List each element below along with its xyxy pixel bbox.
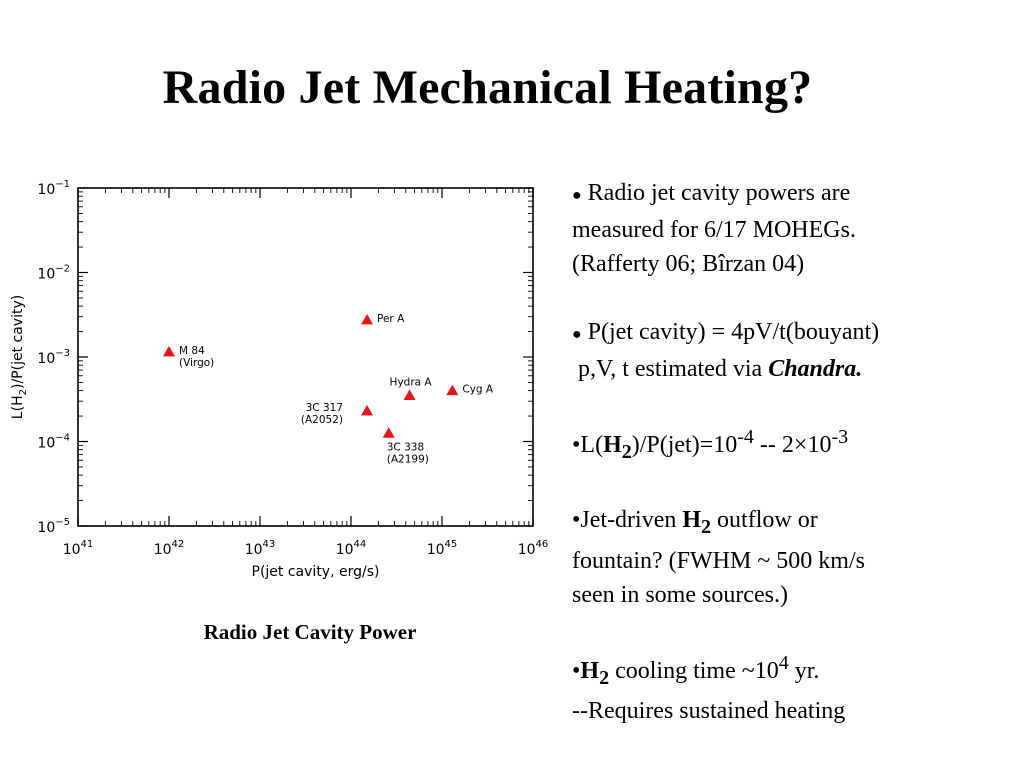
x-tick-label: 1046 bbox=[518, 539, 549, 558]
chandra-emphasis: Chandra. bbox=[768, 356, 863, 382]
bullet-text-line: fountain? (FWHM ~ 500 km/s bbox=[572, 547, 865, 574]
scatter-chart: 1041 1042 1043 1044 1045 1046 10−110−210−310−… bbox=[10, 179, 549, 580]
bullet-marker: • bbox=[572, 432, 581, 458]
bullet-marker: ● bbox=[572, 187, 582, 204]
plot-frame bbox=[77, 187, 534, 527]
data-point-marker bbox=[446, 384, 459, 396]
slide-title: Radio Jet Mechanical Heating? bbox=[162, 61, 813, 114]
x-axis-ticks: 1041 1042 1043 1044 1045 1046 bbox=[63, 188, 549, 558]
bullet-item-2: ● P(jet cavity) = 4pV/t(bouyant) bbox=[572, 315, 1012, 352]
x-tick-label: 1042 bbox=[154, 539, 185, 558]
data-point-marker bbox=[361, 313, 374, 325]
y-tick-label: 10−3 bbox=[37, 348, 70, 367]
bullet-text-line: measured for 6/17 MOHEGs. bbox=[572, 217, 856, 243]
bullet-text-line: p,V, t estimated via Chandra. bbox=[572, 352, 1012, 386]
bullet-text-line: --Requires sustained heating bbox=[572, 698, 846, 725]
data-point-sublabel: (A2052) bbox=[301, 414, 343, 426]
data-points: M 84(Virgo) Per A Hydra A Cyg A 3C 317(A2052… bbox=[163, 313, 494, 465]
x-axis-label: P(jet cavity, erg/s) bbox=[252, 564, 380, 580]
chart-caption: Radio Jet Cavity Power bbox=[203, 620, 417, 644]
bullet-item-3: •L(H2)/P(jet)=10-4 -- 2×10-3 bbox=[572, 420, 1012, 469]
bullet-marker: • bbox=[572, 657, 581, 684]
bullet-text: outflow or bbox=[711, 506, 818, 533]
x-tick-label: 1041 bbox=[63, 539, 94, 558]
bullet-text: Radio jet cavity powers are bbox=[587, 180, 851, 206]
data-point-label: Per A bbox=[377, 313, 405, 325]
data-point-marker bbox=[163, 345, 175, 357]
bullet-text: Jet-driven bbox=[580, 506, 683, 533]
bullet-marker: ● bbox=[572, 326, 582, 343]
exponent: 4 bbox=[778, 651, 789, 674]
bullet-text: p,V, t estimated via bbox=[578, 356, 769, 382]
y-axis-label: L(H2)/P(jet cavity) bbox=[10, 295, 29, 419]
y-tick-label: 10−4 bbox=[37, 433, 70, 452]
bullet-list: ● Radio jet cavity powers are measured f… bbox=[572, 176, 1012, 728]
bullet-text: )/P(jet)=10 bbox=[631, 432, 738, 458]
h2-subscript: 2 bbox=[621, 440, 632, 463]
bullet-item-5: •H2 cooling time ~104 yr. bbox=[572, 646, 1012, 695]
exponent: -3 bbox=[831, 426, 849, 448]
x-tick-label: 1043 bbox=[245, 539, 276, 558]
bullet-text: P(jet cavity) = 4pV/t(bouyant) bbox=[587, 319, 880, 345]
bullet-item-1: ● Radio jet cavity powers are bbox=[572, 176, 1012, 213]
bullet-text: -- 2×10 bbox=[753, 432, 832, 458]
data-point-sublabel: (A2199) bbox=[387, 453, 429, 465]
exponent: -4 bbox=[737, 426, 754, 448]
chart-axes bbox=[77, 187, 534, 527]
bullet-marker: • bbox=[572, 506, 581, 533]
data-point-marker bbox=[361, 404, 374, 416]
h2-subscript: 2 bbox=[701, 515, 712, 538]
h2-symbol: H bbox=[603, 432, 622, 458]
y-tick-label: 10−1 bbox=[37, 179, 70, 198]
data-point-label: 3C 317 bbox=[306, 402, 343, 414]
y-tick-label: 10−5 bbox=[37, 517, 70, 536]
h2-symbol: H bbox=[682, 506, 702, 533]
h2-symbol: H bbox=[580, 657, 600, 684]
bullet-text: L( bbox=[580, 432, 604, 458]
bullet-item-4: •Jet-driven H2 outflow or bbox=[572, 503, 1012, 544]
h2-subscript: 2 bbox=[599, 666, 610, 689]
data-point-label: M 84 bbox=[179, 345, 205, 357]
y-tick-label: 10−2 bbox=[37, 264, 70, 283]
bullet-text: cooling time ~10 bbox=[609, 657, 779, 684]
data-point-marker bbox=[403, 389, 416, 401]
data-point-label: Cyg A bbox=[462, 384, 494, 396]
data-point-label: 3C 338 bbox=[387, 441, 424, 453]
data-point-sublabel: (Virgo) bbox=[179, 357, 214, 369]
x-tick-label: 1045 bbox=[427, 539, 458, 558]
data-point-label: Hydra A bbox=[390, 377, 433, 389]
y-axis-ticks: 10−1 10−2 10−3 10−4 10−5 bbox=[37, 179, 533, 536]
bullet-text-line: seen in some sources.) bbox=[572, 581, 788, 608]
bullet-text: yr. bbox=[788, 657, 820, 684]
bullet-text-line: (Rafferty 06; Bîrzan 04) bbox=[572, 251, 805, 277]
data-point-marker bbox=[382, 427, 395, 438]
x-tick-label: 1044 bbox=[336, 539, 367, 558]
